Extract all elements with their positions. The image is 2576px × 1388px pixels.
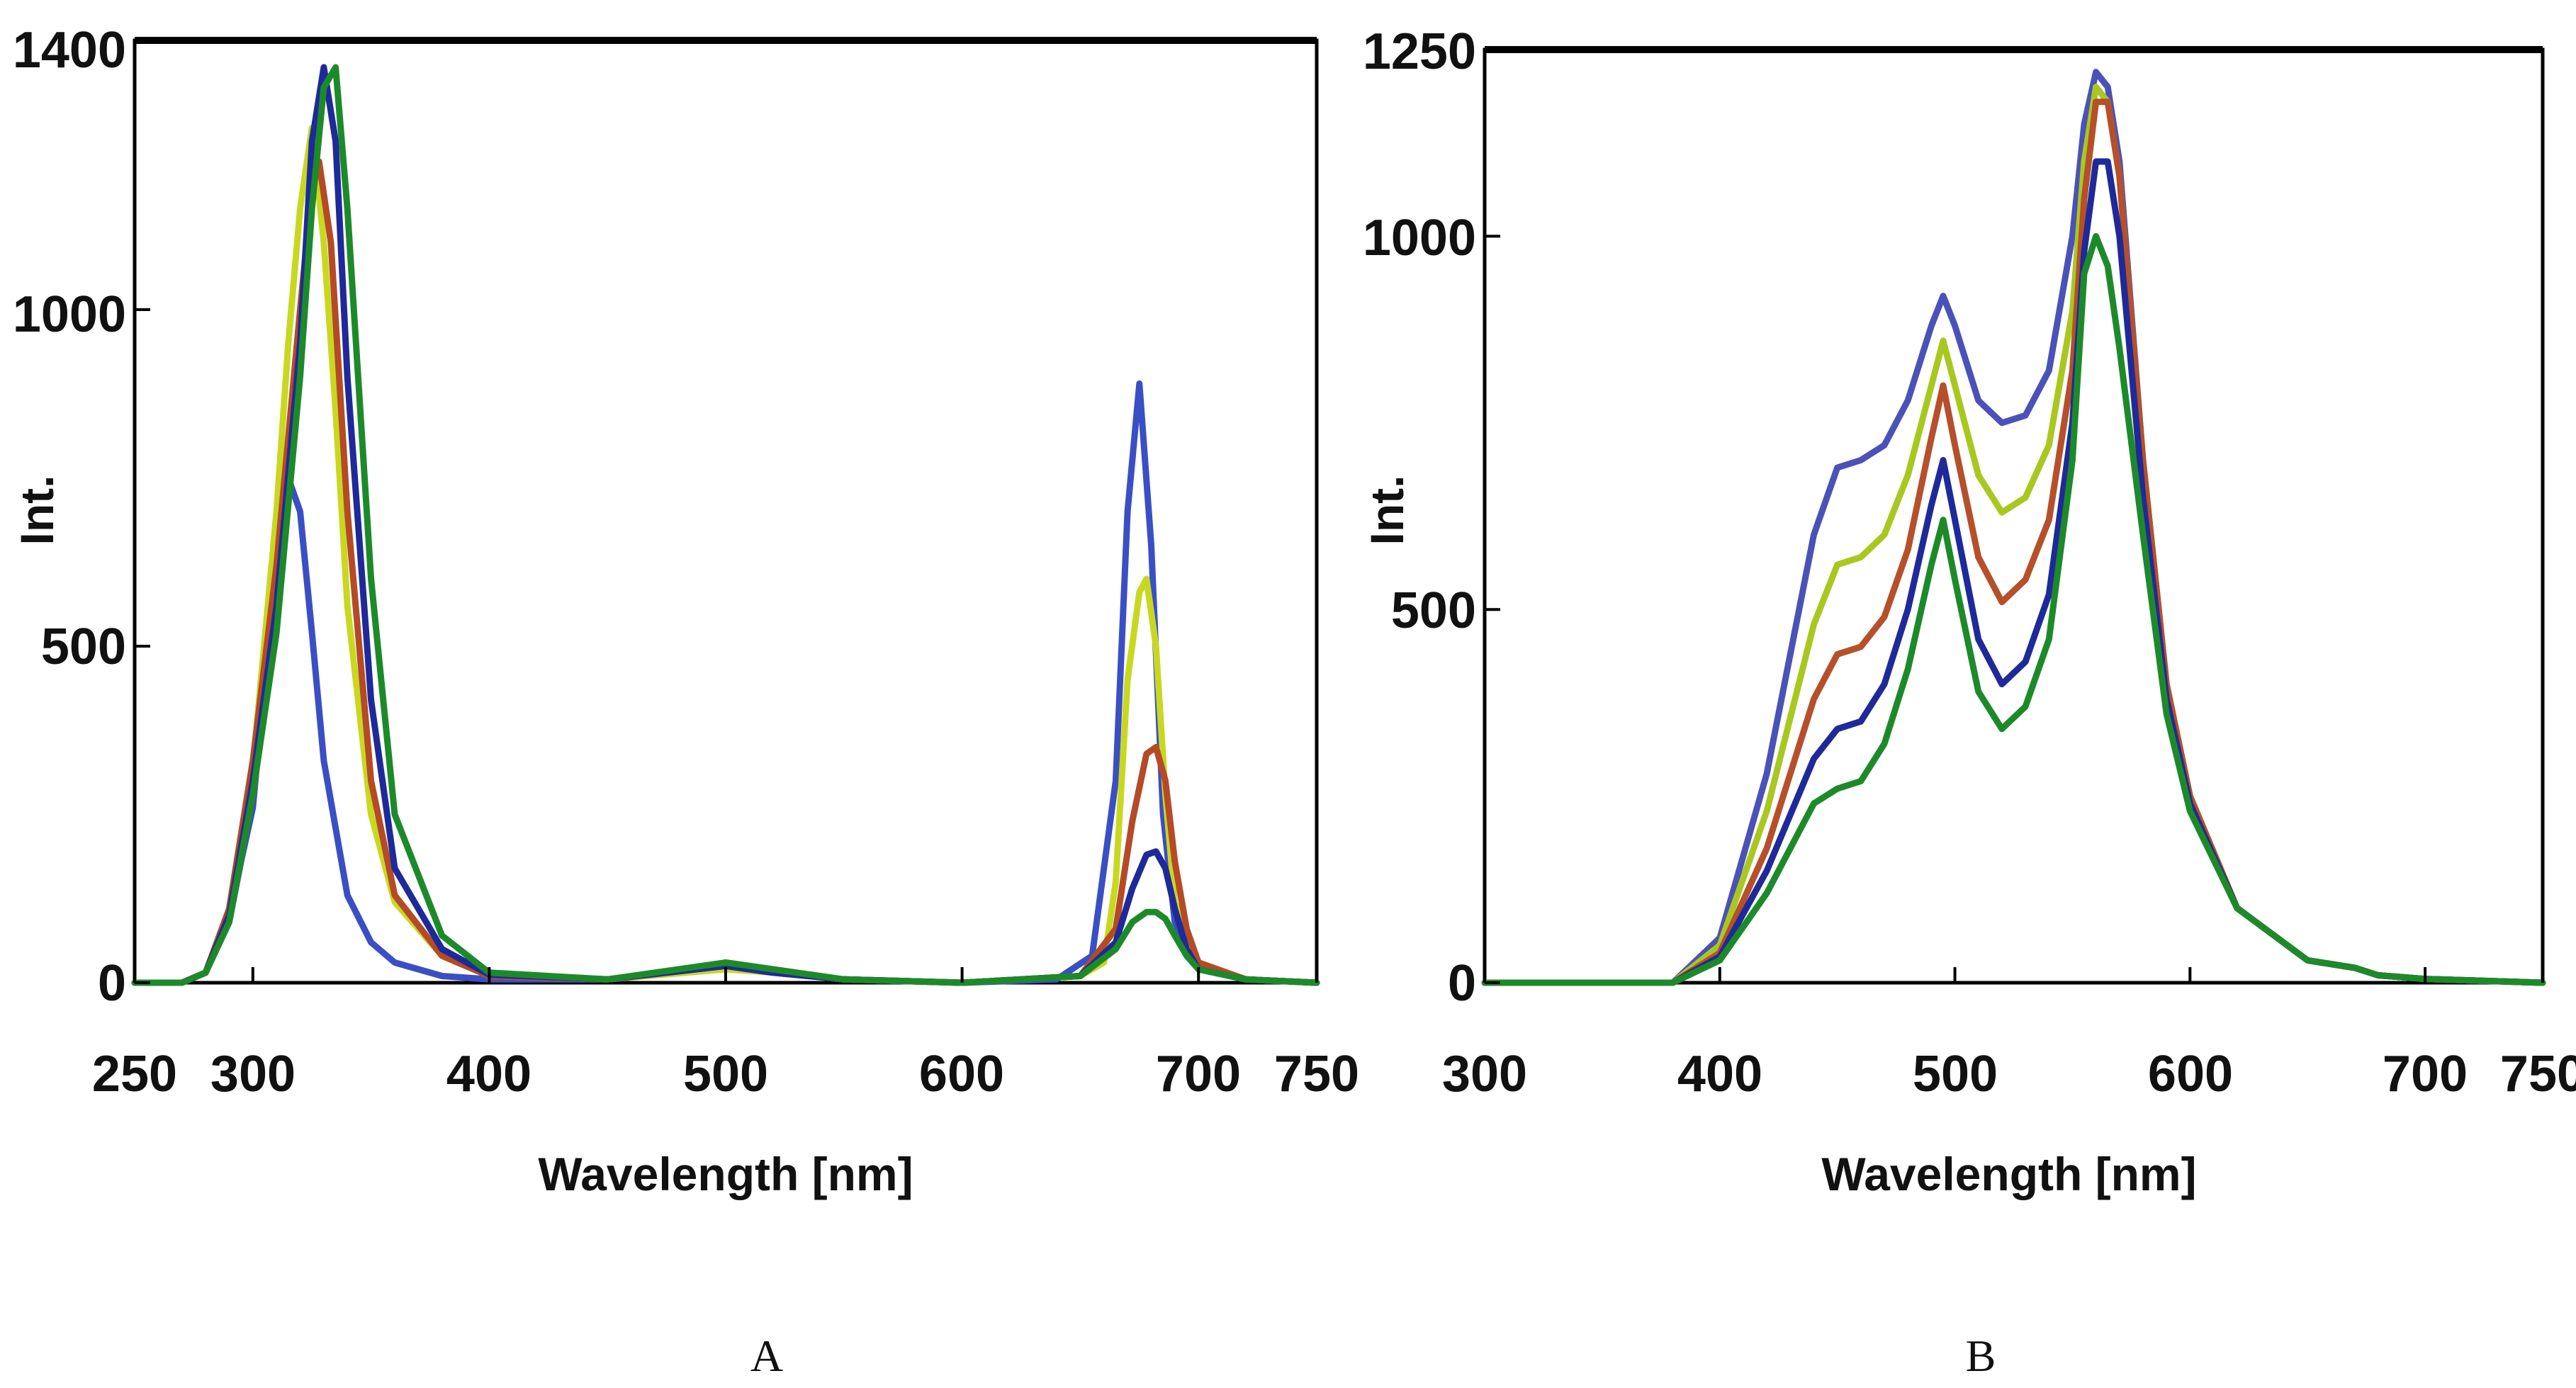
panel-a-series-line-2 [131,125,1320,986]
panel-a-x-tick-label: 500 [683,1046,768,1102]
panel-a-series-line-1 [131,380,1320,986]
panel-b-series-line-2 [1481,84,2546,986]
panel-b-x-tick-label: 300 [1442,1046,1527,1102]
panel-a-x-tick-label: 400 [446,1046,531,1102]
panel-a-y-tick-label: 0 [98,955,126,1012]
panel-b-ticks [1483,48,2544,984]
panel-b-series-line-5 [1481,232,2546,986]
panel-b-y-tick-label: 0 [1448,955,1476,1012]
panel-a-x-tick-label: 250 [92,1046,177,1102]
panel-a-letter: A [750,1331,783,1381]
panel-b-y-tick-label: 1250 [1363,23,1476,80]
panel-b-y-axis-label: Int. [1361,475,1413,546]
panel-b-series-line-3 [1481,98,2546,986]
panel-a-series-lines [131,64,1320,986]
panel-a-x-axis-label: Wavelength [nm] [538,1148,913,1200]
panel-b-letter: B [1966,1331,1996,1381]
panel-a-y-tick-label: 500 [41,619,126,675]
panel-b-x-tick-label: 400 [1677,1046,1762,1102]
panel-a-series-line-5 [131,64,1320,986]
panel-b-plot-frame [1483,47,2545,985]
panel-a-ticks [133,39,1318,984]
panel-a-x-tick-label: 300 [210,1046,296,1102]
panel-a-x-tick-label: 750 [1274,1046,1359,1102]
panel-b-x-tick-label: 600 [2148,1046,2233,1102]
panel-b-x-axis-label: Wavelength [nm] [1821,1148,2196,1200]
panel-b-series-line-1 [1481,69,2546,986]
panel-a-y-tick-label: 1400 [13,22,126,79]
panel-b-series-line-4 [1481,158,2546,986]
panel-b: 0 500 1000 1250 300 400 500 600 700 750 … [1361,23,2576,1381]
panel-a: 0 500 1000 1400 250 300 400 500 600 700 … [11,22,1359,1381]
panel-a-y-axis-label: Int. [11,475,63,546]
panel-b-x-tick-label: 500 [1913,1046,1998,1102]
panel-a-x-tick-label: 600 [919,1046,1004,1102]
panel-b-series-lines [1481,69,2546,986]
panel-b-y-tick-label: 500 [1391,582,1476,639]
panel-b-x-tick-label: 750 [2500,1046,2576,1102]
panel-b-y-tick-label: 1000 [1363,210,1476,266]
panel-a-y-tick-label: 1000 [13,286,126,343]
panel-b-x-tick-label: 700 [2383,1046,2468,1102]
panel-a-x-tick-label: 700 [1156,1046,1241,1102]
panel-a-series-line-3 [131,158,1320,986]
